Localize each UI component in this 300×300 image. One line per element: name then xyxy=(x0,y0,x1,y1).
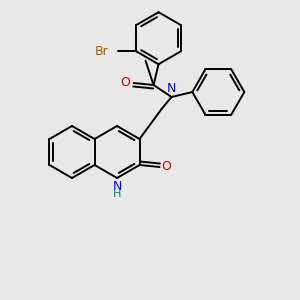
Text: H: H xyxy=(113,189,121,199)
Text: O: O xyxy=(121,76,130,89)
Text: O: O xyxy=(161,160,171,173)
Text: N: N xyxy=(167,82,176,95)
Text: N: N xyxy=(112,180,122,193)
Text: Br: Br xyxy=(94,45,108,58)
